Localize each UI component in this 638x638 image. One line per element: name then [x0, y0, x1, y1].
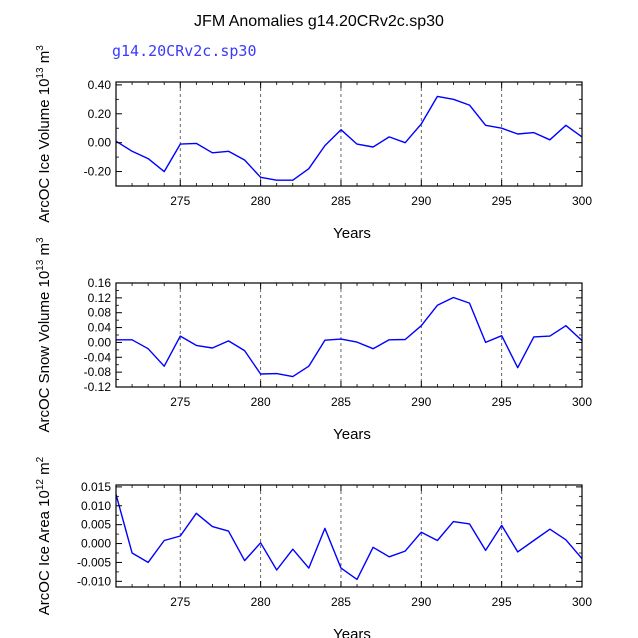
x-tick-label: 275 [170, 395, 190, 409]
x-tick-label: 290 [411, 595, 431, 609]
x-tick-label: 295 [492, 395, 512, 409]
y-tick-label: -0.010 [77, 574, 111, 588]
x-tick-label: 280 [251, 595, 271, 609]
series-line [115, 95, 583, 181]
plot-frame [115, 282, 583, 388]
y-tick-label: -0.20 [84, 165, 112, 179]
figure-subtitle: g14.20CRv2c.sp30 [112, 42, 257, 60]
y-tick-label: -0.005 [77, 555, 111, 569]
x-tick-label: 280 [251, 194, 271, 208]
x-tick-label: 290 [411, 194, 431, 208]
x-tick-label: 280 [251, 395, 271, 409]
x-tick-label: 285 [331, 595, 351, 609]
series-line [116, 296, 583, 378]
y-tick-label: 0.00 [88, 335, 112, 349]
y-axis-label: ArcOC Snow Volume 1013 m3 [35, 237, 53, 433]
y-tick-label: 0.12 [88, 291, 112, 305]
panel-1: 275 280 285 290 295 300 -0.20 0.00 0.20 0.40 Years… [35, 45, 592, 242]
y-tick-label: 0.015 [81, 480, 111, 494]
y-tick-label: -0.12 [84, 380, 112, 394]
y-tick-label: 0.40 [88, 78, 112, 92]
x-tick-label: 275 [170, 595, 190, 609]
x-tick-label: 275 [170, 194, 190, 208]
y-axis-label: ArcOC Ice Area 1012 m2 [35, 456, 53, 615]
y-tick-label: 0.08 [88, 306, 112, 320]
x-tick-label: 300 [572, 595, 592, 609]
y-tick-label: 0.005 [81, 518, 111, 532]
panel-3: 275 280 285 290 295 300 -0.010 -0.005 0.000 0.005… [35, 456, 592, 638]
x-axis-label: Years [333, 626, 371, 638]
x-tick-label: 295 [492, 194, 512, 208]
x-tick-label: 295 [492, 595, 512, 609]
plot-frame [115, 484, 583, 588]
y-tick-label: 0.16 [88, 276, 112, 290]
y-tick-label: 0.010 [81, 499, 111, 513]
x-tick-label: 290 [411, 395, 431, 409]
y-tick-label: -0.08 [84, 365, 112, 379]
y-tick-label: 0.00 [88, 136, 112, 150]
series-line [115, 494, 583, 581]
panel-2: 275 280 285 290 295 300-0.12-0.08-0.040.000.0… [35, 237, 592, 443]
x-tick-label: 285 [331, 395, 351, 409]
y-tick-label: -0.04 [84, 350, 112, 364]
figure-title: JFM Anomalies g14.20CRv2c.sp30 [194, 13, 444, 30]
y-tick-label: 0.20 [88, 107, 112, 121]
x-tick-label: 285 [331, 194, 351, 208]
x-axis-label: Years [333, 225, 371, 242]
x-tick-label: 300 [572, 194, 592, 208]
y-tick-label: 0.04 [88, 321, 112, 335]
x-tick-label: 300 [572, 395, 592, 409]
y-axis-label: ArcOC Ice Volume 1013 m3 [35, 45, 53, 223]
plot-frame [115, 81, 583, 187]
x-axis-label: Years [333, 426, 371, 443]
y-tick-label: 0.000 [81, 537, 111, 551]
